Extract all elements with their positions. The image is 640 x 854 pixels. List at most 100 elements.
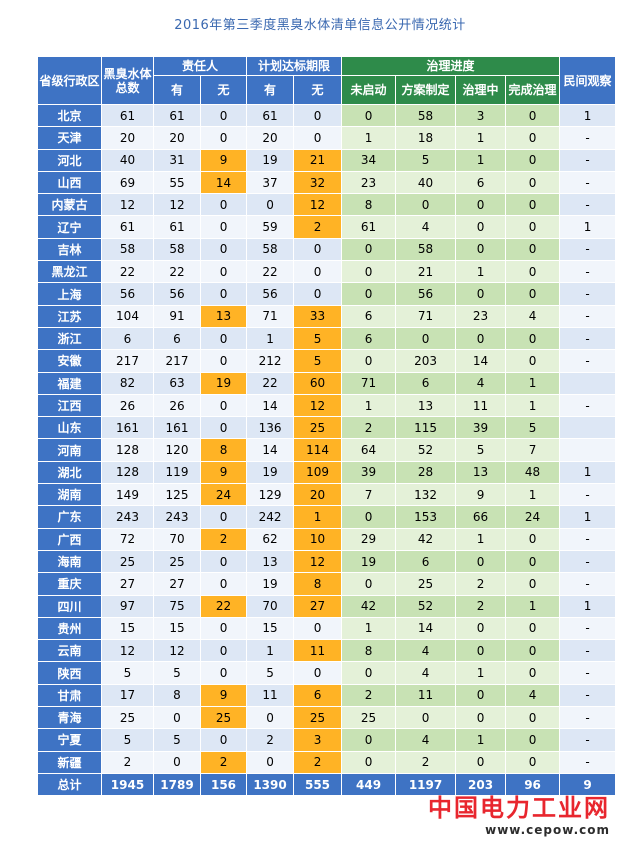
value-cell: 0 (455, 639, 507, 663)
value-cell: 25 (293, 416, 343, 440)
value-cell: 32 (293, 170, 343, 195)
value-cell: 25 (101, 549, 154, 574)
table-row: 吉林 58 58 0 58 0 0 58 0 0- (37, 237, 617, 262)
value-cell: 0 (341, 282, 397, 306)
value-cell: 242 (246, 505, 295, 529)
table-body: 北京 61 61 0 61 0 0 58 3 0 1 天津 20 20 0 20 0 1 18 1 0- 河北 40 31 9 1… (37, 103, 617, 797)
value-cell: - (559, 706, 617, 730)
value-cell: - (559, 683, 617, 708)
value-cell: 0 (395, 193, 457, 217)
page-title: 2016年第三季度黑臭水体清单信息公开情况统计 (174, 18, 466, 33)
value-cell: - (559, 170, 617, 195)
header-not-started: 未启动 (341, 75, 397, 105)
province-cell: 贵州 (37, 616, 102, 641)
value-cell: 0 (455, 706, 507, 730)
value-cell: - (559, 282, 617, 306)
value-cell: 0 (199, 260, 248, 284)
value-cell: 14 (395, 616, 457, 641)
value-cell: 55 (153, 170, 201, 195)
value-cell: 12 (293, 393, 343, 418)
header-deadline-none: 无 (293, 75, 343, 105)
value-cell: 24 (505, 505, 561, 529)
watermark-site-name: 中国电力工业网 (428, 794, 610, 822)
value-cell: 18 (395, 126, 457, 150)
province-cell: 上海 (37, 282, 102, 306)
header-deadline: 计划达标期限 (246, 56, 343, 76)
table-row: 贵州 15 15 0 15 0 1 14 0 0- (37, 616, 617, 641)
table-row: 重庆 27 27 0 19 8 0 25 2 0- (37, 572, 617, 596)
table-row: 黑龙江 22 22 0 22 0 0 21 1 0- (37, 260, 617, 284)
value-cell: 5 (293, 326, 343, 351)
province-cell: 内蒙古 (37, 193, 102, 217)
value-cell: 4 (395, 639, 457, 663)
value-cell: 25 (341, 706, 397, 730)
header-progress: 治理进度 (341, 56, 561, 76)
value-cell: 56 (153, 282, 201, 306)
value-cell: 243 (101, 505, 154, 529)
value-cell: 60 (293, 371, 343, 395)
value-cell: 40 (101, 148, 154, 172)
value-cell: 203 (395, 349, 457, 373)
value-cell: 26 (101, 393, 154, 418)
value-cell: 2 (341, 416, 397, 440)
value-cell: 0 (199, 416, 248, 440)
value-cell: 0 (341, 103, 397, 128)
value-cell: 21 (293, 148, 343, 172)
value-cell: 0 (505, 706, 561, 730)
value-cell: 1 (559, 460, 617, 485)
value-cell: 0 (341, 260, 397, 284)
value-cell: 2 (395, 750, 457, 774)
value-cell: 0 (293, 103, 343, 128)
value-cell: 2 (455, 572, 507, 596)
value-cell: 0 (505, 282, 561, 306)
value-cell: 0 (505, 260, 561, 284)
province-cell: 新疆 (37, 750, 102, 774)
table-row: 辽宁 61 61 0 59 2 61 4 0 0 1 (37, 215, 617, 239)
value-cell: 59 (246, 215, 295, 239)
value-cell: 0 (341, 237, 397, 262)
table-row: 广西 72 70 2 62 10 29 42 1 0- (37, 527, 617, 551)
value-cell: 0 (505, 750, 561, 774)
value-cell: 19 (246, 148, 295, 172)
value-cell: 0 (341, 728, 397, 752)
value-cell: 0 (341, 349, 397, 373)
value-cell: 63 (153, 371, 201, 395)
value-cell: 61 (101, 103, 154, 128)
value-cell: 20 (101, 126, 154, 150)
value-cell: 71 (341, 371, 397, 395)
province-cell: 陕西 (37, 661, 102, 685)
value-cell: 11 (455, 393, 507, 418)
value-cell: 69 (101, 170, 154, 195)
value-cell: 6 (341, 326, 397, 351)
value-cell: 25 (395, 572, 457, 596)
value-cell: 0 (395, 706, 457, 730)
header-in-progress: 治理中 (455, 75, 507, 105)
value-cell: 0 (199, 282, 248, 306)
province-cell: 福建 (37, 371, 102, 395)
value-cell: 1 (341, 126, 397, 150)
value-cell: 61 (153, 215, 201, 239)
header-deadline-has: 有 (246, 75, 295, 105)
value-cell: 12 (293, 193, 343, 217)
province-cell: 青海 (37, 706, 102, 730)
value-cell: - (559, 260, 617, 284)
value-cell: 6 (395, 371, 457, 395)
value-cell: 1 (246, 639, 295, 663)
value-cell: 1 (341, 616, 397, 641)
value-cell: 13 (199, 304, 248, 328)
table-row: 宁夏 5 5 0 2 3 0 4 1 0- (37, 728, 617, 752)
value-cell: 71 (395, 304, 457, 328)
value-cell: 1945 (101, 772, 154, 797)
value-cell: 1 (559, 505, 617, 529)
watermark: 中国电力工业网 www.cepow.com (428, 788, 610, 837)
value-cell: - (559, 549, 617, 574)
value-cell: 0 (455, 616, 507, 641)
table-row: 青海 25 0 25 0 25 25 0 0 0- (37, 706, 617, 730)
value-cell: 15 (246, 616, 295, 641)
value-cell: 23 (455, 304, 507, 328)
table-row: 云南 12 12 0 1 11 8 4 0 0- (37, 639, 617, 663)
value-cell: 56 (395, 282, 457, 306)
table-row: 上海 56 56 0 56 0 0 56 0 0- (37, 282, 617, 306)
value-cell: 1 (341, 393, 397, 418)
value-cell: 1 (455, 728, 507, 752)
